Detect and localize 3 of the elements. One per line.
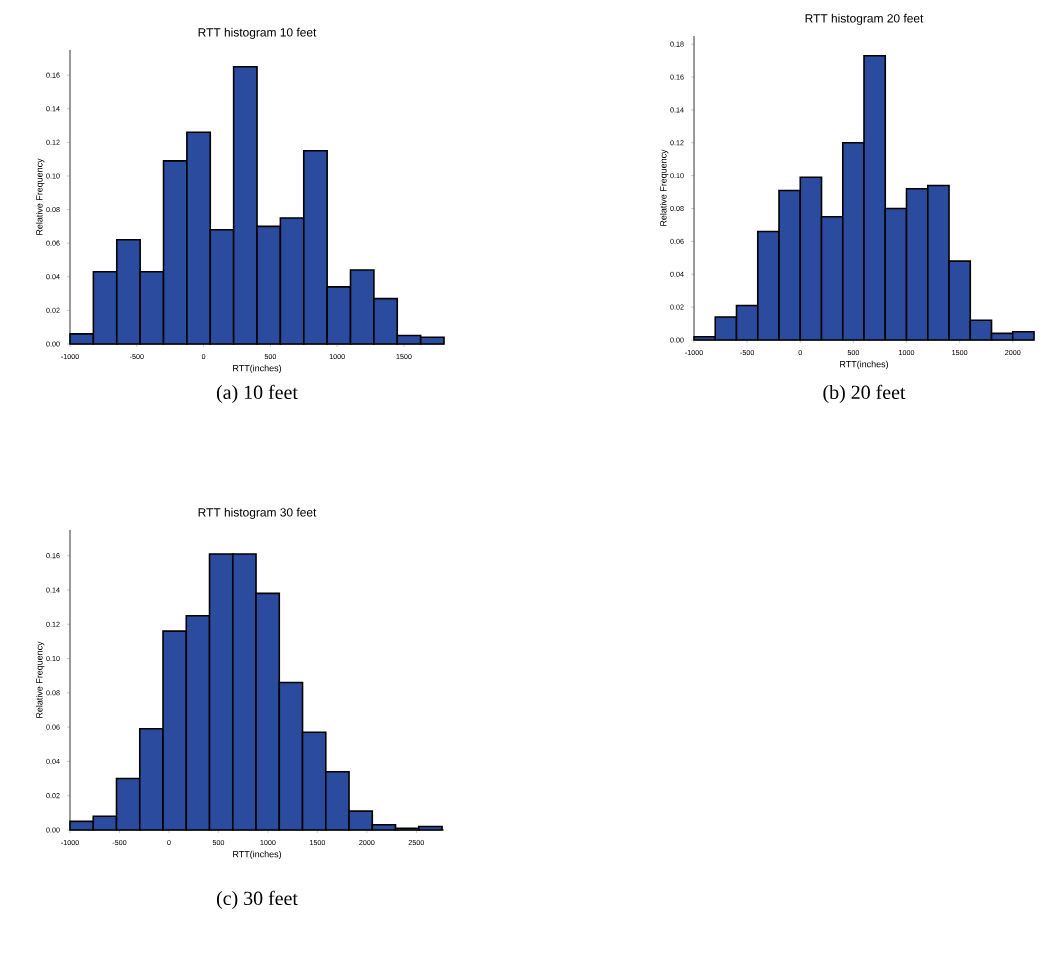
text: (c) 30 feet [216,890,298,910]
text: (b) 20 feet [823,384,906,404]
text: (a) 10 feet [216,384,298,404]
